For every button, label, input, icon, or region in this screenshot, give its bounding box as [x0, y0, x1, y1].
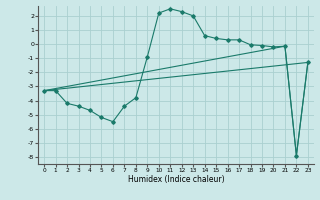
X-axis label: Humidex (Indice chaleur): Humidex (Indice chaleur): [128, 175, 224, 184]
